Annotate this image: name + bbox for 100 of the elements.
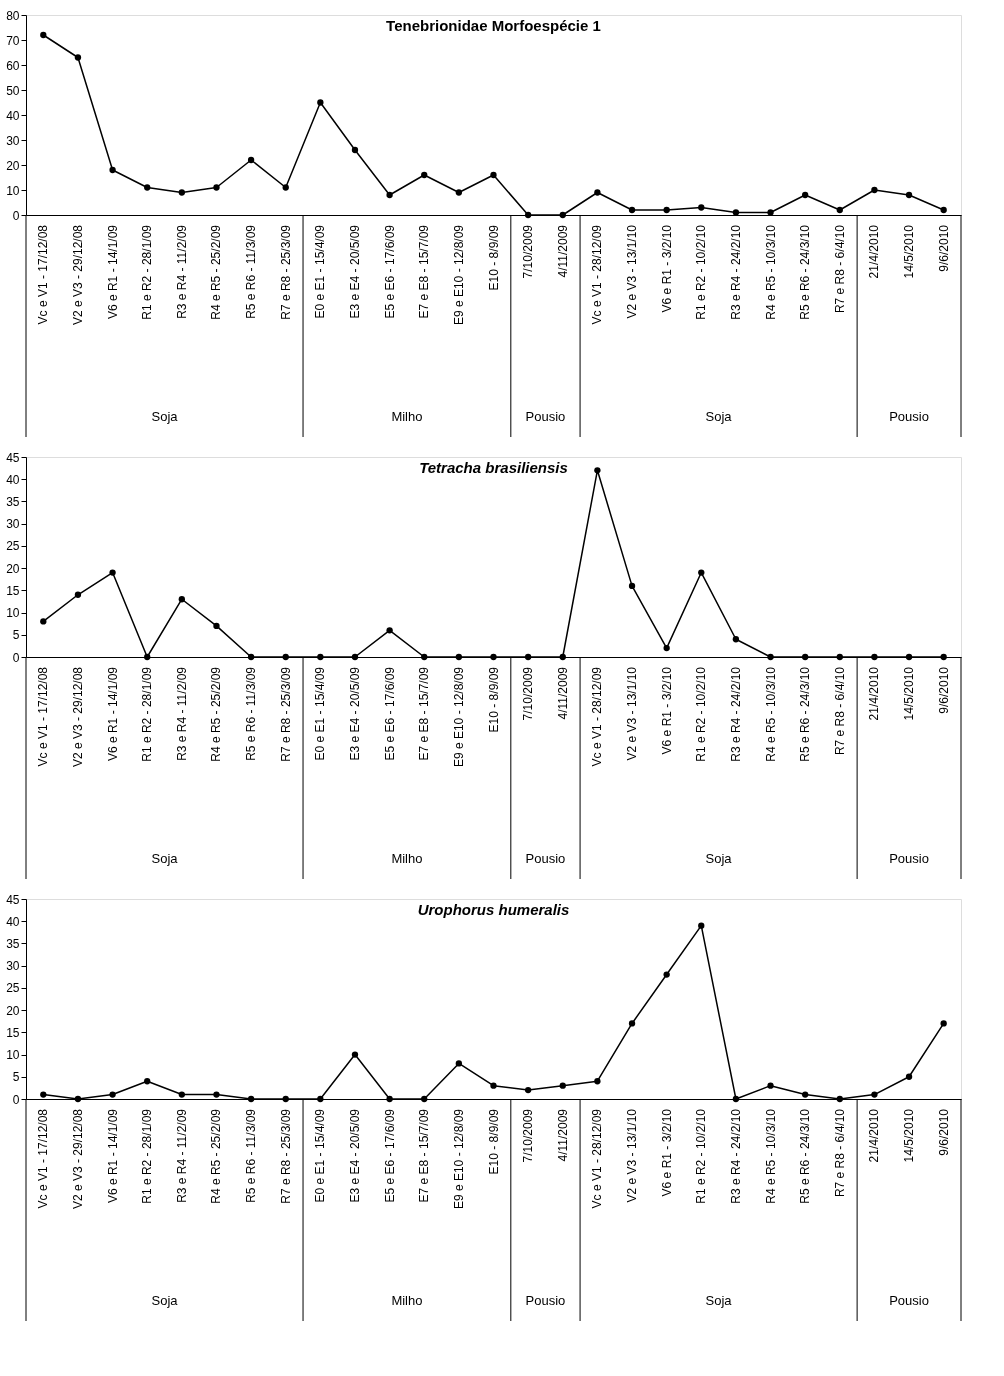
y-tick-label: 5	[12, 628, 20, 643]
x-tick-label: V6 e R1 - 3/2/10	[659, 1108, 674, 1197]
x-tick-label: V6 e R1 - 14/1/09	[105, 666, 120, 762]
text: Pousio	[525, 851, 566, 866]
x-tick-label: R5 e R6 - 24/3/10	[798, 224, 813, 320]
y-tick-label: 45	[6, 450, 20, 465]
x-tick-label: R7 e R8 - 25/3/09	[278, 666, 293, 762]
chart-title: Urophorus humeralis	[417, 901, 570, 918]
y-tick-label: 15	[6, 1025, 20, 1040]
x-tick-label: V6 e R1 - 14/1/09	[105, 1108, 120, 1204]
y-tick-label: 35	[6, 494, 20, 509]
text: Pousio	[889, 409, 929, 424]
x-tick-label: E7 e E8 - 15/7/09	[417, 666, 432, 761]
x-tick-label: R4 e R5 - 10/3/10	[763, 1108, 778, 1204]
x-tick-label: R5 e R6 - 11/3/09	[244, 666, 259, 761]
y-tick-label: 45	[6, 892, 20, 907]
y-tick-label: 20	[6, 158, 20, 173]
text: Milho	[391, 409, 423, 424]
x-tick-label: R1 e R2 - 10/2/10	[694, 1108, 709, 1204]
text: Soja	[151, 1293, 179, 1308]
x-tick-label: R3 e R4 - 11/2/09	[174, 224, 189, 319]
x-tick-label: E5 e E6 - 17/6/09	[382, 666, 397, 761]
x-tick-label: R1 e R2 - 10/2/10	[694, 666, 709, 762]
x-tick-label: E10 - 8/9/09	[486, 1108, 501, 1175]
y-tick-label: 20	[6, 1003, 20, 1018]
x-tick-label: E3 e E4 - 20/5/09	[347, 666, 362, 761]
x-tick-label: Vc e V1 - 17/12/08	[36, 666, 51, 767]
x-tick-label: E7 e E8 - 15/7/09	[417, 224, 432, 319]
x-tick-label: 4/11/2009	[555, 666, 570, 720]
x-tick-label: V2 e V3 - 13/1/10	[625, 1108, 640, 1203]
x-tick-label: 21/4/2010	[867, 666, 882, 721]
y-tick-label: 0	[12, 1092, 20, 1107]
x-tick-label: 7/10/2009	[521, 224, 536, 279]
x-tick-label: E9 e E10 - 12/8/09	[451, 224, 466, 326]
x-tick-label: 21/4/2010	[867, 1108, 882, 1163]
x-tick-label: R3 e R4 - 24/2/10	[728, 666, 743, 762]
x-tick-label: E9 e E10 - 12/8/09	[451, 1108, 466, 1210]
text: Pousio	[525, 409, 566, 424]
x-tick-label: R7 e R8 - 6/4/10	[832, 224, 847, 314]
x-tick-label: R7 e R8 - 6/4/10	[832, 666, 847, 756]
x-tick-label: R4 e R5 - 25/2/09	[209, 224, 224, 320]
x-tick-label: 4/11/2009	[555, 1108, 570, 1162]
y-tick-label: 30	[6, 517, 20, 532]
x-tick-label: Vc e V1 - 17/12/08	[36, 1108, 51, 1209]
x-tick-label: 9/6/2010	[936, 666, 951, 714]
chart-title: Tetracha brasiliensis	[419, 459, 568, 476]
x-tick-label: R4 e R5 - 10/3/10	[763, 666, 778, 762]
x-tick-label: R4 e R5 - 25/2/09	[209, 666, 224, 762]
y-tick-label: 0	[12, 650, 20, 665]
x-tick-label: Vc e V1 - 28/12/09	[590, 666, 605, 767]
y-tick-label: 60	[6, 58, 20, 73]
x-tick-label: V6 e R1 - 3/2/10	[659, 666, 674, 755]
x-tick-label: R1 e R2 - 10/2/10	[694, 224, 709, 320]
x-tick-label: V6 e R1 - 14/1/09	[105, 224, 120, 320]
x-tick-label: R1 e R2 - 28/1/09	[140, 224, 155, 320]
x-tick-label: 7/10/2009	[521, 666, 536, 721]
x-tick-label: E0 e E1 - 15/4/09	[313, 1108, 328, 1203]
x-tick-label: R3 e R4 - 11/2/09	[174, 1108, 189, 1203]
x-tick-label: R3 e R4 - 11/2/09	[174, 666, 189, 761]
x-tick-label: 14/5/2010	[902, 1108, 917, 1163]
x-tick-label: R5 e R6 - 24/3/10	[798, 1108, 813, 1204]
text: Soja	[705, 851, 733, 866]
y-tick-label: 80	[6, 8, 20, 23]
x-tick-label: E7 e E8 - 15/7/09	[417, 1108, 432, 1203]
text: Pousio	[525, 1293, 566, 1308]
x-tick-label: R4 e R5 - 25/2/09	[209, 1108, 224, 1204]
x-tick-label: 7/10/2009	[521, 1108, 536, 1163]
y-tick-label: 0	[12, 208, 20, 223]
text: Pousio	[889, 1293, 929, 1308]
x-tick-label: R1 e R2 - 28/1/09	[140, 1108, 155, 1204]
y-tick-label: 40	[6, 108, 20, 123]
x-tick-label: E5 e E6 - 17/6/09	[382, 224, 397, 319]
y-tick-label: 25	[6, 539, 20, 554]
y-tick-label: 10	[6, 606, 20, 621]
x-tick-label: R3 e R4 - 24/2/10	[728, 224, 743, 320]
y-tick-label: 70	[6, 33, 20, 48]
text: Milho	[391, 1293, 423, 1308]
y-tick-label: 10	[6, 183, 20, 198]
chart-title: Tenebrionidae Morfoespécie 1	[386, 17, 601, 34]
x-tick-label: V2 e V3 - 13/1/10	[625, 666, 640, 761]
y-tick-label: 5	[12, 1070, 20, 1085]
text: Milho	[391, 851, 423, 866]
x-tick-label: R7 e R8 - 25/3/09	[278, 224, 293, 320]
x-tick-label: R5 e R6 - 11/3/09	[244, 1108, 259, 1203]
x-tick-label: E3 e E4 - 20/5/09	[347, 224, 362, 319]
x-tick-label: 4/11/2009	[555, 224, 570, 278]
x-tick-label: 9/6/2010	[936, 1108, 951, 1156]
y-tick-label: 15	[6, 583, 20, 598]
x-tick-label: 14/5/2010	[902, 224, 917, 279]
text: Soja	[705, 1293, 733, 1308]
x-tick-label: V2 e V3 - 13/1/10	[625, 224, 640, 319]
x-tick-label: V2 e V3 - 29/12/08	[70, 224, 85, 326]
x-tick-label: V2 e V3 - 29/12/08	[70, 666, 85, 768]
x-tick-label: R7 e R8 - 25/3/09	[278, 1108, 293, 1204]
x-tick-label: E0 e E1 - 15/4/09	[313, 666, 328, 761]
x-tick-label: E3 e E4 - 20/5/09	[347, 1108, 362, 1203]
x-tick-label: 21/4/2010	[867, 224, 882, 279]
x-tick-label: 14/5/2010	[902, 666, 917, 721]
x-tick-label: E10 - 8/9/09	[486, 224, 501, 291]
y-tick-label: 40	[6, 472, 20, 487]
